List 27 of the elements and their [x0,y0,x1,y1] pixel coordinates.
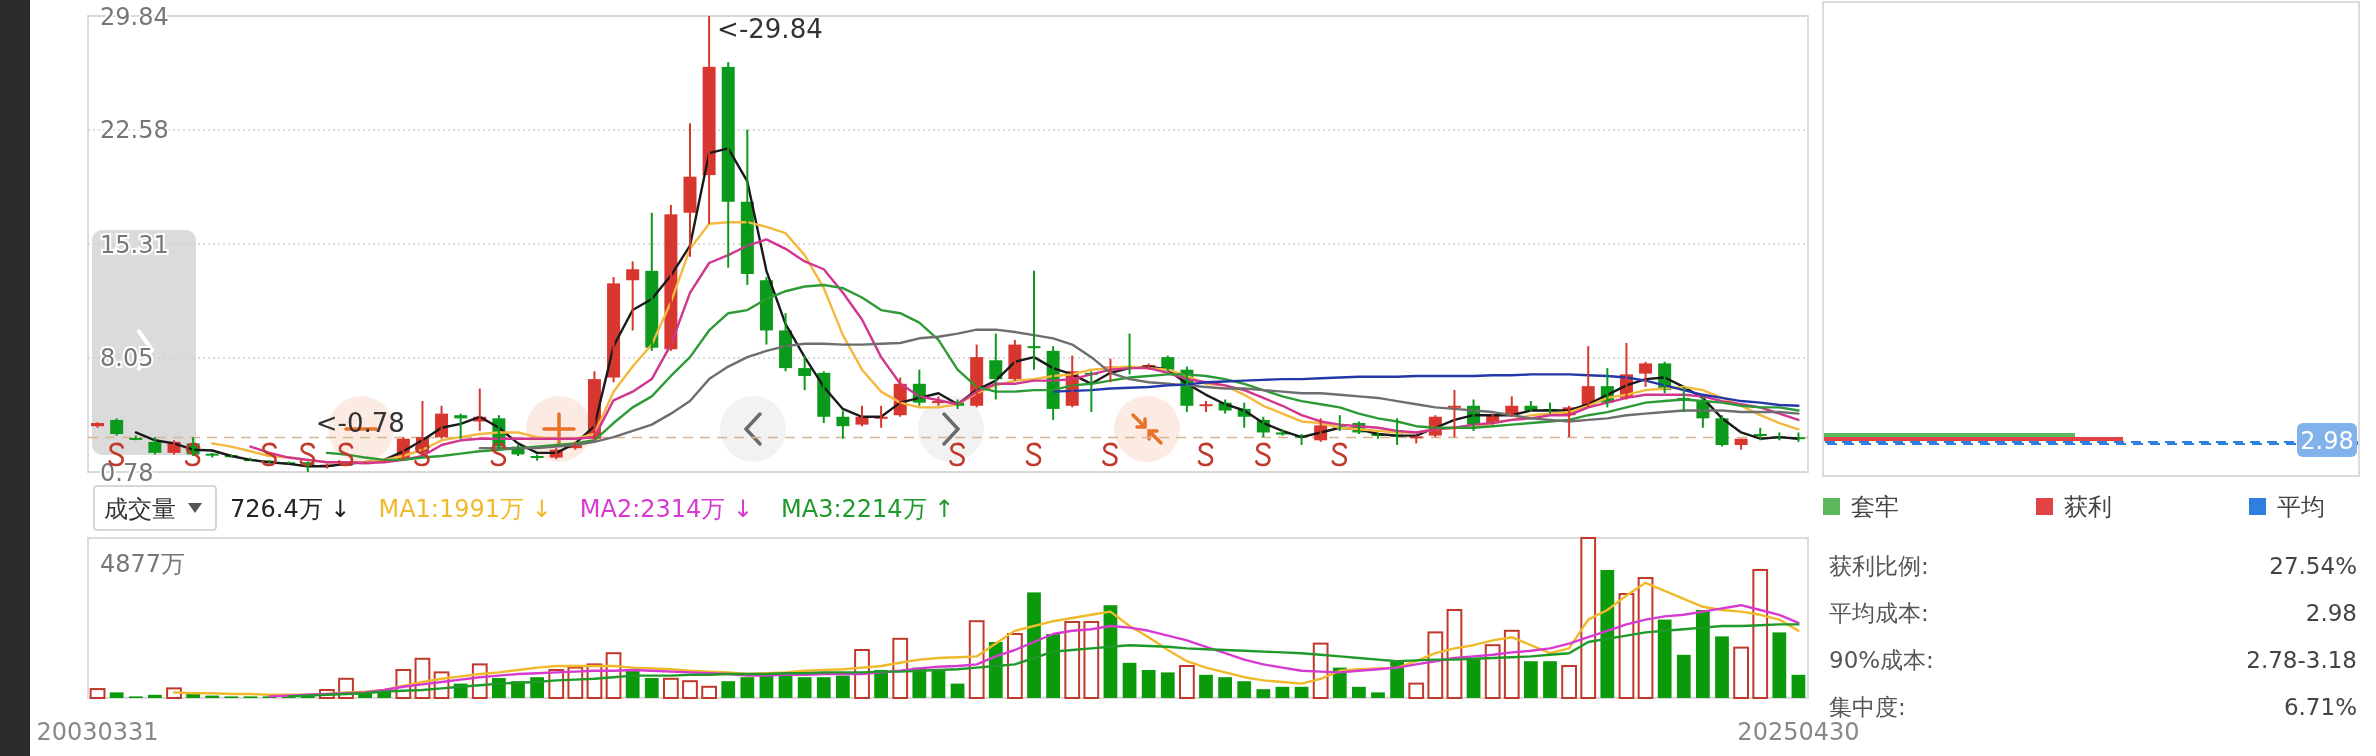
text: 2.78-3.18 [2246,647,2357,673]
text: MA1:1991万 ↓ [378,495,552,523]
x-tick-label: 20030331 [36,718,159,746]
legend-label: 平均 [2277,493,2325,521]
text: MA2:2314万 ↓ [579,495,754,523]
text: 6.71% [2283,694,2357,720]
text: 726.4万 ↓ [230,495,351,523]
text: 平均成本: [1829,600,1929,626]
y-tick-label: 29.84 [100,2,169,31]
y-tick-label: 22.58 [100,116,169,145]
legend-title: 成交量 [104,495,176,523]
annotation: 4877万 [100,550,186,578]
text: 27.54% [2269,553,2357,579]
legend-label: 获利 [2064,493,2112,521]
x-tick-label: 20250430 [1737,718,1860,746]
y-tick-label: 0.78 [100,458,154,487]
text: MA3:2214万 ↑ [781,495,955,523]
y-tick-label: 15.31 [100,230,169,259]
annotation: <-29.84 [717,14,823,44]
annotation: 2.98 [2300,427,2354,455]
text: 获利比例: [1829,553,1929,579]
text: 集中度: [1829,694,1906,720]
legend-label: 套牢 [1851,493,1899,521]
annotation: <-0.78 [315,408,405,438]
y-tick-label: 8.05 [100,344,154,373]
text: 2.98 [2305,600,2357,626]
text: 90%成本: [1829,647,1934,673]
